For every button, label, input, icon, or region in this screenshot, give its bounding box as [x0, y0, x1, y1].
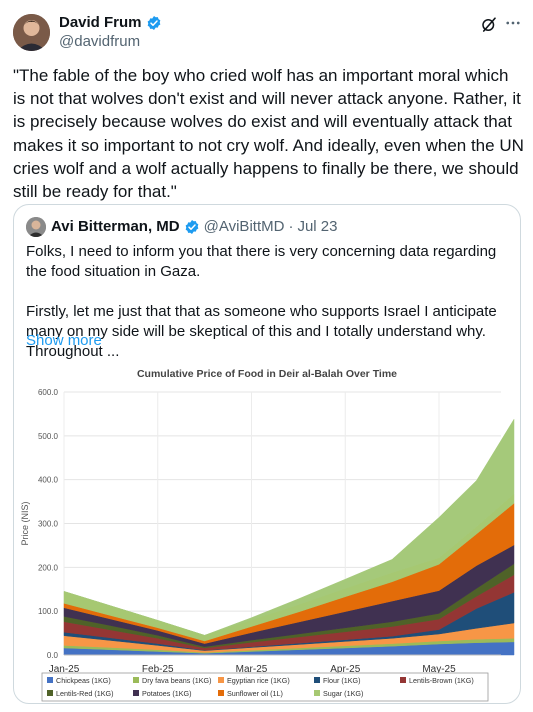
x-tick-label: Apr-25 — [330, 664, 360, 675]
quote-text: Folks, I need to inform you that there i… — [26, 242, 514, 362]
quote-header: Avi Bitterman, MD @AviBittMD · Jul 23 — [51, 218, 337, 235]
legend-swatch — [47, 690, 53, 696]
quote-paragraph-2: Firstly, let me just that that as someon… — [26, 303, 497, 360]
quote-tweet-card[interactable]: Avi Bitterman, MD @AviBittMD · Jul 23 Fo… — [13, 204, 521, 704]
tweet-text: "The fable of the boy who cried wolf has… — [13, 66, 524, 202]
more-icon[interactable] — [504, 14, 522, 32]
x-tick-label: Jan-25 — [49, 664, 80, 675]
y-tick-label: 500.0 — [38, 432, 59, 441]
legend-swatch — [47, 677, 53, 683]
quote-author-handle[interactable]: @AviBittMD — [203, 218, 285, 235]
legend-label: Lentils-Red (1KG) — [56, 689, 114, 698]
legend-swatch — [400, 677, 406, 683]
y-axis-label: Price (NIS) — [20, 501, 30, 545]
y-tick-label: 600.0 — [38, 388, 59, 397]
quote-author-name[interactable]: Avi Bitterman, MD — [51, 218, 180, 235]
x-tick-label: Mar-25 — [236, 664, 268, 675]
quote-paragraph-1: Folks, I need to inform you that there i… — [26, 243, 497, 280]
y-tick-label: 100.0 — [38, 607, 59, 616]
legend-label: Sunflower oil (1L) — [227, 689, 283, 698]
legend-box — [41, 672, 489, 702]
legend-label: Potatoes (1KG) — [142, 689, 192, 698]
author-handle[interactable]: @davidfrum — [59, 33, 141, 50]
y-tick-label: 0.0 — [47, 651, 59, 660]
legend-label: Sugar (1KG) — [323, 689, 363, 698]
legend-swatch — [314, 690, 320, 696]
show-more-link[interactable]: Show more — [26, 332, 102, 349]
legend-label: Lentils-Brown (1KG) — [409, 676, 474, 685]
grok-icon[interactable] — [480, 16, 498, 34]
y-tick-label: 200.0 — [38, 563, 59, 572]
author-name[interactable]: David Frum — [59, 14, 162, 31]
legend-label: Dry fava beans (1KG) — [142, 676, 212, 685]
food-price-chart[interactable]: Cumulative Price of Food in Deir al-Bala… — [14, 355, 521, 704]
legend-label: Egyptian rice (1KG) — [227, 676, 290, 685]
quote-date[interactable]: Jul 23 — [297, 218, 338, 235]
verified-badge-icon — [147, 15, 160, 30]
y-tick-label: 300.0 — [38, 520, 59, 529]
legend-label: Chickpeas (1KG) — [56, 676, 111, 685]
area-series-10 — [63, 418, 515, 636]
quote-verified-badge-icon — [185, 219, 198, 234]
author-name-text[interactable]: David Frum — [59, 14, 142, 31]
x-tick-label: Feb-25 — [142, 664, 174, 675]
x-tick-label: May-25 — [422, 664, 456, 675]
quote-author-avatar[interactable] — [26, 217, 46, 237]
legend-swatch — [218, 690, 224, 696]
legend-label: Flour (1KG) — [323, 676, 361, 685]
quote-separator: · — [288, 218, 294, 235]
legend-swatch — [218, 677, 224, 683]
y-tick-label: 400.0 — [38, 476, 59, 485]
legend-swatch — [314, 677, 320, 683]
chart-title: Cumulative Price of Food in Deir al-Bala… — [137, 368, 397, 380]
author-avatar[interactable] — [13, 14, 50, 51]
legend-swatch — [133, 690, 139, 696]
legend-swatch — [133, 677, 139, 683]
